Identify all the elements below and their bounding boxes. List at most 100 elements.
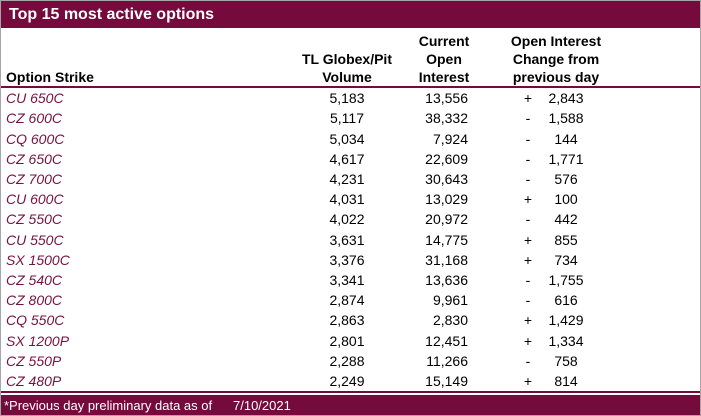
oi-change-cell: - 758	[481, 353, 631, 369]
open-interest-cell: 13,636	[425, 271, 468, 288]
option-strike-cell: CQ 550C	[6, 312, 65, 329]
change-sign: +	[523, 90, 533, 107]
volume-cell: 3,376	[329, 251, 365, 268]
oi-change-cell: + 2,843	[481, 90, 631, 106]
oi-change-cell: - 1,755	[481, 272, 631, 288]
change-sign: -	[525, 130, 531, 147]
option-strike-cell: CU 600C	[6, 191, 64, 208]
change-sign: -	[525, 170, 531, 187]
change-sign: +	[523, 191, 533, 208]
oi-change-cell: - 616	[481, 292, 631, 308]
change-value: 1,334	[548, 332, 584, 349]
table-row: CZ 550C 4,022 20,972 - 442	[1, 209, 700, 229]
change-value: 734	[554, 251, 578, 268]
open-interest-cell: 30,643	[425, 170, 468, 187]
change-value: 100	[554, 191, 578, 208]
volume-cell: 2,801	[329, 332, 365, 349]
column-header-open-interest: Current Open Interest	[418, 33, 470, 85]
column-header-oi-change: Open Interest Change from previous day	[510, 33, 602, 85]
table-header-row: Option Strike TL Globex/Pit Volume Curre…	[1, 28, 700, 88]
change-sign: -	[525, 352, 531, 369]
volume-cell: 5,183	[329, 90, 365, 107]
change-sign: +	[523, 372, 533, 389]
oi-change-cell: + 855	[481, 232, 631, 248]
change-value: 442	[554, 211, 578, 228]
change-value: 2,843	[548, 90, 584, 107]
open-interest-cell: 9,961	[432, 292, 468, 309]
open-interest-cell: 12,451	[425, 332, 468, 349]
change-value: 1,429	[548, 312, 584, 329]
volume-cell: 2,288	[329, 352, 365, 369]
table-row: CU 550C 3,631 14,775 + 855	[1, 229, 700, 249]
table-row: SX 1200P 2,801 12,451 + 1,334	[1, 330, 700, 350]
change-value: 1,755	[548, 271, 584, 288]
title-bar: Top 15 most active options	[1, 1, 700, 28]
footnote-text: *Previous day preliminary data as of	[4, 397, 213, 413]
table-row: CZ 800C 2,874 9,961 - 616	[1, 290, 700, 310]
option-strike-cell: CU 550C	[6, 231, 64, 248]
oi-change-cell: + 1,334	[481, 333, 631, 349]
volume-cell: 4,022	[329, 211, 365, 228]
option-strike-cell: SX 1200P	[6, 332, 70, 349]
table-row: SX 1500C 3,376 31,168 + 734	[1, 250, 700, 270]
change-value: 814	[554, 372, 578, 389]
change-sign: +	[523, 251, 533, 268]
open-interest-cell: 31,168	[425, 251, 468, 268]
page-title: Top 15 most active options	[9, 5, 215, 23]
change-sign: -	[525, 110, 531, 127]
volume-cell: 2,874	[329, 292, 365, 309]
oi-change-cell: - 144	[481, 131, 631, 147]
footnote-date: 7/10/2021	[233, 397, 291, 413]
table-row: CZ 700C 4,231 30,643 - 576	[1, 169, 700, 189]
open-interest-cell: 7,924	[432, 130, 468, 147]
option-strike-cell: CZ 550C	[6, 211, 63, 228]
oi-change-cell: + 100	[481, 191, 631, 207]
option-strike-cell: CZ 550P	[6, 352, 62, 369]
volume-cell: 3,341	[329, 271, 365, 288]
oi-change-cell: - 442	[481, 211, 631, 227]
change-value: 855	[554, 231, 578, 248]
oi-change-cell: + 1,429	[481, 312, 631, 328]
footer-bar: *Previous day preliminary data as of 7/1…	[1, 395, 700, 415]
open-interest-cell: 2,830	[432, 312, 468, 329]
table-row: CZ 600C 5,117 38,332 - 1,588	[1, 108, 700, 128]
volume-cell: 4,031	[329, 191, 365, 208]
volume-cell: 5,117	[330, 110, 364, 127]
option-strike-cell: CZ 700C	[6, 170, 63, 187]
oi-change-cell: + 814	[481, 373, 631, 389]
table-body: CU 650C 5,183 13,556 + 2,843 CZ 600C 5,1…	[1, 88, 700, 393]
table-row: CU 600C 4,031 13,029 + 100	[1, 189, 700, 209]
change-value: 616	[554, 292, 578, 309]
change-value: 576	[554, 170, 578, 187]
table-row: CQ 550C 2,863 2,830 + 1,429	[1, 310, 700, 330]
open-interest-cell: 11,266	[426, 352, 468, 369]
option-strike-cell: CZ 650C	[6, 150, 63, 167]
open-interest-cell: 15,149	[425, 372, 468, 389]
change-sign: -	[525, 271, 531, 288]
volume-cell: 2,249	[329, 372, 365, 389]
open-interest-cell: 20,972	[425, 211, 468, 228]
volume-cell: 2,863	[329, 312, 365, 329]
oi-change-cell: - 576	[481, 171, 631, 187]
volume-cell: 3,631	[329, 231, 365, 248]
table-row: CZ 480P 2,249 15,149 + 814	[1, 371, 700, 391]
option-strike-cell: CZ 600C	[6, 110, 63, 127]
oi-change-cell: - 1,771	[481, 151, 631, 167]
change-value: 758	[554, 352, 578, 369]
open-interest-cell: 13,029	[425, 191, 468, 208]
option-strike-cell: CQ 600C	[6, 130, 65, 147]
change-sign: -	[525, 292, 531, 309]
column-header-volume: TL Globex/Pit Volume	[302, 51, 392, 85]
option-strike-cell: CZ 540C	[6, 271, 63, 288]
change-sign: +	[523, 231, 533, 248]
table-row: CZ 650C 4,617 22,609 - 1,771	[1, 149, 700, 169]
change-value: 1,771	[548, 150, 584, 167]
table-row: CQ 600C 5,034 7,924 - 144	[1, 128, 700, 148]
volume-cell: 4,231	[329, 170, 365, 187]
open-interest-cell: 22,609	[425, 150, 468, 167]
column-header-option-strike: Option Strike	[6, 69, 94, 85]
oi-change-cell: + 734	[481, 252, 631, 268]
option-strike-cell: CU 650C	[6, 90, 64, 107]
table-row: CZ 550P 2,288 11,266 - 758	[1, 351, 700, 371]
